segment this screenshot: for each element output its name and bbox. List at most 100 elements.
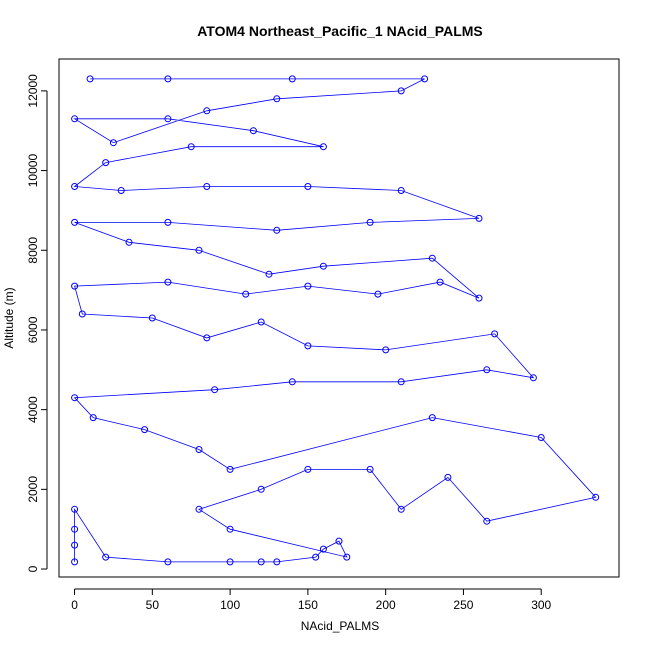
- data-point: [71, 525, 79, 533]
- data-point: [382, 346, 390, 354]
- data-point: [366, 218, 374, 226]
- data-point: [187, 143, 195, 151]
- data-point: [304, 342, 312, 350]
- data-point: [102, 553, 110, 561]
- data-point: [319, 143, 327, 151]
- data-point: [249, 127, 257, 135]
- data-point: [195, 446, 203, 453]
- data-point: [257, 485, 265, 493]
- series-layer: [71, 75, 600, 566]
- data-point: [164, 278, 172, 286]
- data-point: [71, 115, 79, 123]
- data-point: [475, 294, 483, 302]
- data-point: [125, 238, 133, 246]
- data-point: [288, 378, 296, 386]
- data-point: [319, 545, 327, 553]
- series-line: [73, 78, 597, 563]
- data-point: [444, 473, 452, 481]
- x-tick-label: 200: [376, 598, 396, 612]
- data-point: [164, 218, 172, 226]
- x-axis: 0 50 100 150 200 250 300: [71, 588, 552, 612]
- y-axis: 0 2000 4000 6000 8000 10000 12000: [26, 74, 48, 572]
- data-point: [86, 75, 94, 83]
- data-point: [428, 254, 436, 262]
- y-tick-label: 2000: [26, 476, 40, 503]
- data-point: [71, 218, 79, 226]
- x-tick-label: 0: [71, 598, 78, 612]
- data-point: [475, 214, 483, 222]
- data-point: [211, 386, 219, 394]
- data-point: [117, 187, 125, 194]
- x-tick-label: 50: [146, 598, 160, 612]
- data-point: [164, 115, 172, 123]
- y-tick-label: 4000: [26, 396, 40, 423]
- data-point: [491, 330, 499, 338]
- data-point: [483, 366, 491, 374]
- data-point: [397, 187, 405, 194]
- chart-title: ATOM4 Northeast_Pacific_1 NAcid_PALMS: [197, 23, 483, 39]
- data-point: [483, 517, 491, 525]
- x-tick-label: 250: [453, 598, 473, 612]
- data-point: [164, 75, 172, 83]
- data-point: [203, 107, 211, 115]
- data-point: [195, 246, 203, 254]
- data-point: [71, 505, 79, 513]
- data-point: [226, 525, 234, 533]
- data-point: [312, 553, 320, 561]
- data-point: [226, 558, 234, 566]
- data-point: [529, 374, 537, 382]
- data-point: [304, 465, 312, 473]
- data-point: [257, 318, 265, 326]
- data-point: [397, 87, 405, 95]
- data-point: [226, 465, 234, 473]
- data-point: [304, 183, 312, 190]
- data-point: [71, 183, 79, 190]
- data-point: [164, 558, 172, 566]
- data-point: [102, 159, 110, 167]
- data-point: [421, 75, 429, 83]
- data-point: [288, 75, 296, 83]
- x-tick-label: 150: [298, 598, 318, 612]
- data-point: [141, 426, 149, 434]
- data-point: [304, 282, 312, 290]
- data-point: [203, 334, 211, 342]
- data-point: [71, 558, 79, 566]
- y-tick-label: 8000: [26, 237, 40, 264]
- data-point: [71, 394, 79, 402]
- data-point: [242, 290, 250, 298]
- data-point: [71, 541, 79, 549]
- data-point: [397, 505, 405, 513]
- data-point: [374, 290, 382, 298]
- data-point: [319, 262, 327, 270]
- y-tick-label: 6000: [26, 316, 40, 343]
- data-point: [71, 282, 79, 290]
- data-point: [78, 310, 86, 318]
- data-point: [343, 553, 351, 561]
- data-point: [366, 465, 374, 473]
- data-point: [203, 183, 211, 190]
- data-point: [428, 414, 436, 422]
- data-point: [89, 414, 97, 422]
- plot-area-border: [58, 58, 620, 578]
- data-point: [109, 139, 117, 147]
- data-point: [436, 278, 444, 286]
- y-tick-label: 10000: [26, 154, 40, 188]
- data-point: [273, 558, 281, 566]
- data-point: [335, 537, 343, 545]
- data-point: [397, 378, 405, 386]
- y-tick-label: 12000: [26, 74, 40, 108]
- data-point: [537, 434, 545, 441]
- x-axis-label: NAcid_PALMS: [301, 619, 379, 633]
- data-point: [273, 226, 281, 234]
- y-axis-label: Altitude (m): [2, 287, 16, 348]
- data-point: [265, 270, 273, 278]
- data-point: [273, 95, 281, 103]
- data-point: [257, 558, 265, 566]
- data-point: [148, 314, 156, 322]
- x-tick-label: 300: [531, 598, 551, 612]
- data-point: [195, 505, 203, 513]
- x-tick-label: 100: [220, 598, 240, 612]
- y-tick-label: 0: [26, 565, 40, 572]
- data-point: [592, 493, 600, 501]
